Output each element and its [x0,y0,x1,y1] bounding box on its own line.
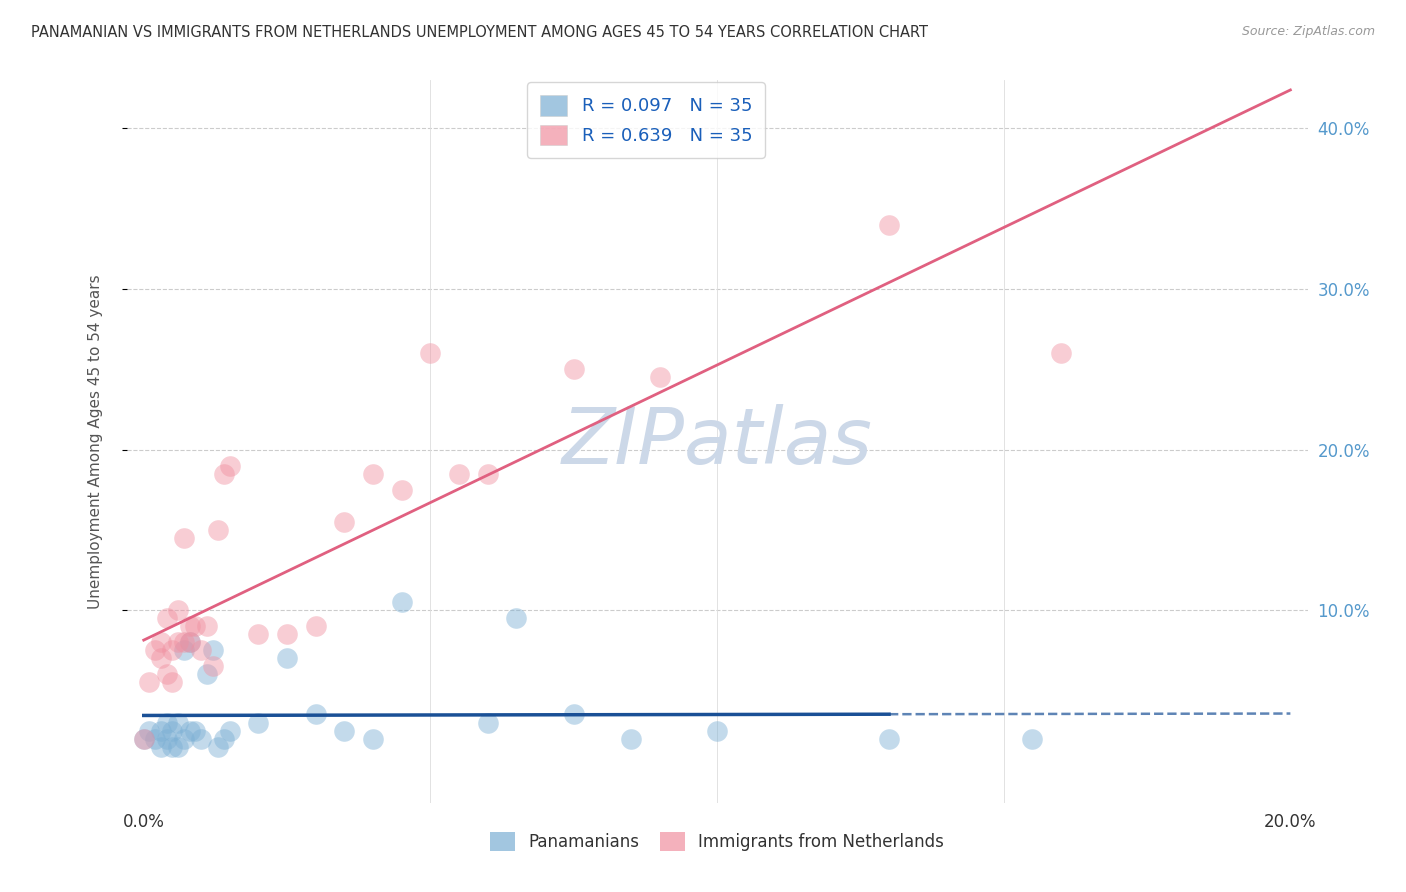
Point [162,643,184,657]
Text: PANAMANIAN VS IMMIGRANTS FROM NETHERLANDS UNEMPLOYMENT AMONG AGES 45 TO 54 YEARS: PANAMANIAN VS IMMIGRANTS FROM NETHERLAND… [31,25,928,40]
Point [156,611,179,625]
Point [184,723,207,738]
Point [167,635,190,649]
Point [156,731,179,746]
Point [173,731,195,746]
Point [156,715,179,730]
Point [190,643,212,657]
Point [212,731,235,746]
Point [201,643,224,657]
Point [247,627,270,641]
Point [173,531,195,545]
Legend: Panamanians, Immigrants from Netherlands: Panamanians, Immigrants from Netherlands [482,823,952,860]
Point [184,619,207,633]
Point [877,218,900,232]
Point [276,651,298,665]
Point [391,483,413,497]
Point [201,659,224,673]
Point [173,643,195,657]
Point [143,643,166,657]
Point [1021,731,1043,746]
Point [132,731,155,746]
Point [207,739,229,754]
Point [149,723,172,738]
Point [877,731,900,746]
Point [361,731,384,746]
Point [149,739,172,754]
Point [212,467,235,481]
Point [167,603,190,617]
Point [620,731,643,746]
Point [149,651,172,665]
Point [391,595,413,609]
Point [138,723,160,738]
Point [562,362,585,376]
Point [276,627,298,641]
Point [477,715,499,730]
Point [477,467,499,481]
Point [333,723,356,738]
Point [419,346,441,360]
Point [179,619,201,633]
Point [195,619,218,633]
Point [179,635,201,649]
Point [162,675,184,690]
Point [648,370,671,384]
Point [333,515,356,529]
Point [138,675,160,690]
Point [207,523,229,537]
Point [173,635,195,649]
Y-axis label: Unemployment Among Ages 45 to 54 years: Unemployment Among Ages 45 to 54 years [89,274,103,609]
Point [305,707,328,722]
Point [305,619,328,633]
Point [162,723,184,738]
Point [179,723,201,738]
Point [449,467,471,481]
Point [218,723,240,738]
Text: ZIPatlas: ZIPatlas [561,403,873,480]
Point [706,723,728,738]
Point [218,458,240,473]
Point [167,739,190,754]
Point [195,667,218,681]
Point [562,707,585,722]
Point [132,731,155,746]
Point [149,635,172,649]
Point [361,467,384,481]
Point [143,731,166,746]
Point [156,667,179,681]
Point [1050,346,1073,360]
Point [162,739,184,754]
Text: Source: ZipAtlas.com: Source: ZipAtlas.com [1241,25,1375,38]
Point [179,635,201,649]
Point [190,731,212,746]
Point [247,715,270,730]
Point [167,715,190,730]
Point [505,611,527,625]
